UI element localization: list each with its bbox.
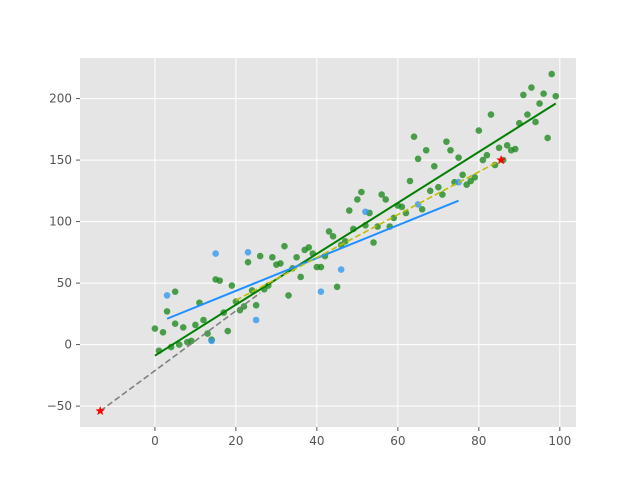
green-data-point <box>305 244 313 251</box>
green-data-point <box>536 100 543 107</box>
y-tick-label: 150 <box>49 153 72 167</box>
green-data-point <box>277 260 284 267</box>
x-tick-label: 40 <box>309 434 324 448</box>
blue-data-point <box>163 292 171 299</box>
green-data-point <box>297 273 304 281</box>
green-data-point <box>455 154 462 161</box>
y-tick-label: −50 <box>47 399 72 413</box>
green-data-point <box>422 146 430 154</box>
green-data-point <box>200 316 207 324</box>
x-tick-label: 100 <box>548 434 571 448</box>
green-data-point <box>252 301 260 309</box>
green-data-point <box>552 92 560 100</box>
green-data-point <box>378 191 385 198</box>
x-axis-ticks: 0 20 40 60 80 100 <box>151 427 571 448</box>
blue-data-point <box>208 337 215 345</box>
green-data-point <box>524 111 531 118</box>
green-data-point <box>216 277 223 284</box>
green-data-point <box>163 308 171 315</box>
y-axis-ticks: −50 0 50 100 150 200 <box>47 92 80 413</box>
green-data-point <box>483 151 491 159</box>
chart-marks <box>95 70 560 416</box>
green-data-point <box>248 287 256 294</box>
green-data-point <box>256 252 264 260</box>
green-data-point <box>354 196 361 203</box>
green-data-point <box>325 228 333 235</box>
green-line-line <box>154 102 557 357</box>
green-data-point <box>285 292 292 299</box>
green-data-point <box>159 328 167 336</box>
green-data-point <box>240 303 248 310</box>
green-data-point <box>333 283 341 291</box>
green-data-point <box>358 188 365 196</box>
green-data-point <box>426 187 434 195</box>
green-data-point <box>317 263 325 271</box>
green-data-point <box>269 253 276 261</box>
green-data-point <box>345 207 353 214</box>
green-data-point <box>179 324 187 331</box>
blue-data-point <box>212 250 219 257</box>
green-data-point <box>224 327 232 335</box>
y-tick-label: 0 <box>64 338 72 352</box>
blue-data-point <box>317 288 325 296</box>
blue-data-point <box>362 208 369 216</box>
x-tick-label: 80 <box>471 434 486 448</box>
green-data-point <box>447 146 454 154</box>
green-data-point <box>511 145 519 153</box>
blue-data-point <box>244 249 252 256</box>
green-data-point <box>188 337 195 345</box>
green-data-point <box>281 242 288 250</box>
y-tick-label: 100 <box>49 215 72 229</box>
green-data-point <box>171 320 179 327</box>
green-data-point <box>406 177 414 185</box>
green-data-point <box>471 174 479 181</box>
x-tick-label: 0 <box>151 434 159 448</box>
green-data-point <box>293 253 300 261</box>
green-data-point <box>435 183 442 191</box>
green-data-point <box>544 134 551 142</box>
green-data-point <box>151 325 159 332</box>
green-data-point <box>443 138 450 145</box>
gray-dashed-line <box>99 292 261 412</box>
green-data-point <box>540 90 547 97</box>
green-data-point <box>370 239 377 246</box>
green-data-point <box>479 156 487 164</box>
green-data-point <box>532 118 539 126</box>
green-data-point <box>171 288 179 296</box>
green-data-point <box>439 191 446 198</box>
grid-lines <box>80 58 576 427</box>
green-data-point <box>175 341 183 348</box>
green-data-point <box>410 133 418 141</box>
green-data-point <box>503 142 511 149</box>
blue-data-point <box>252 316 260 324</box>
green-data-point <box>244 258 252 266</box>
green-data-point <box>329 233 337 240</box>
green-data-point <box>459 171 466 179</box>
green-data-point <box>398 203 406 211</box>
green-data-point <box>192 321 199 329</box>
y-tick-label: 200 <box>49 92 72 106</box>
green-data-point <box>487 111 495 118</box>
green-data-point <box>430 162 438 170</box>
x-tick-label: 60 <box>390 434 405 448</box>
green-data-point <box>475 127 483 134</box>
green-data-point <box>418 205 426 213</box>
yellow-dashed-line <box>235 159 502 302</box>
green-data-point <box>382 196 389 203</box>
x-tick-label: 20 <box>228 434 243 448</box>
green-data-point <box>520 91 527 99</box>
star-marker <box>95 405 106 416</box>
green-data-point <box>414 155 422 163</box>
green-data-point <box>204 330 211 337</box>
y-tick-label: 50 <box>57 276 72 290</box>
star-marker <box>496 154 507 165</box>
green-data-point <box>548 70 556 78</box>
green-data-point <box>228 282 236 289</box>
blue-data-point <box>337 266 345 273</box>
green-data-point <box>495 144 503 152</box>
green-data-point <box>528 84 535 91</box>
